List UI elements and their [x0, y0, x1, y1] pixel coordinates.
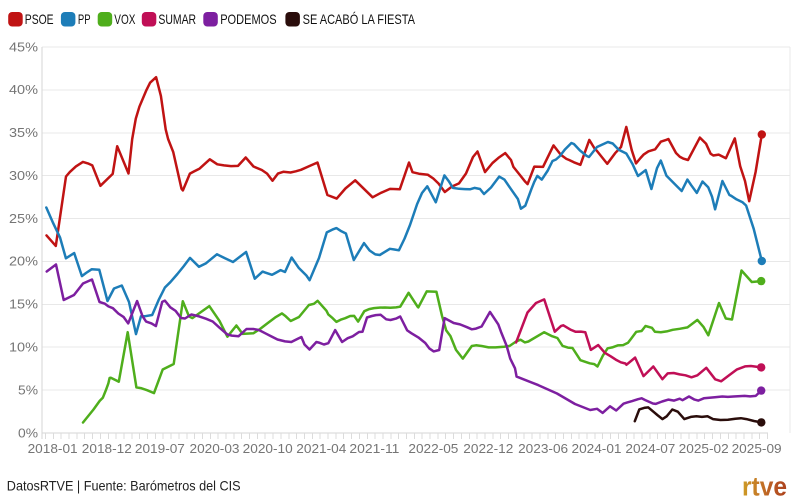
- svg-text:PP: PP: [78, 11, 91, 27]
- svg-text:0%: 0%: [18, 426, 38, 440]
- svg-text:10%: 10%: [9, 341, 38, 355]
- svg-text:2022-05: 2022-05: [408, 442, 458, 456]
- svg-text:2025-09: 2025-09: [732, 442, 782, 456]
- svg-text:2023-06: 2023-06: [518, 442, 568, 456]
- svg-text:2021-04: 2021-04: [296, 442, 346, 456]
- svg-text:DatosRTVE | Fuente: Barómetros: DatosRTVE | Fuente: Barómetros del CIS: [7, 478, 241, 494]
- svg-text:30%: 30%: [9, 169, 38, 183]
- svg-text:45%: 45%: [9, 40, 38, 54]
- svg-text:40%: 40%: [9, 83, 38, 97]
- svg-text:2020-03: 2020-03: [190, 442, 240, 456]
- svg-text:PODEMOS: PODEMOS: [220, 11, 276, 27]
- svg-text:15%: 15%: [9, 298, 38, 312]
- svg-text:35%: 35%: [9, 126, 38, 140]
- svg-text:VOX: VOX: [114, 11, 136, 27]
- svg-text:2022-12: 2022-12: [463, 442, 513, 456]
- svg-text:25%: 25%: [9, 212, 38, 226]
- svg-text:2018-12: 2018-12: [82, 442, 132, 456]
- svg-text:2018-01: 2018-01: [28, 442, 78, 456]
- svg-text:rtve: rtve: [742, 472, 787, 502]
- svg-text:2021-11: 2021-11: [349, 442, 399, 456]
- svg-text:2019-07: 2019-07: [135, 442, 185, 456]
- svg-text:5%: 5%: [18, 383, 38, 397]
- svg-text:2020-10: 2020-10: [243, 442, 293, 456]
- svg-text:20%: 20%: [9, 255, 38, 269]
- svg-text:PSOE: PSOE: [25, 11, 54, 27]
- svg-text:2024-07: 2024-07: [625, 442, 675, 456]
- svg-text:2025-02: 2025-02: [679, 442, 729, 456]
- svg-text:2024-01: 2024-01: [572, 442, 622, 456]
- svg-text:SUMAR: SUMAR: [158, 11, 196, 27]
- svg-text:SE ACABÓ LA FIESTA: SE ACABÓ LA FIESTA: [303, 11, 416, 27]
